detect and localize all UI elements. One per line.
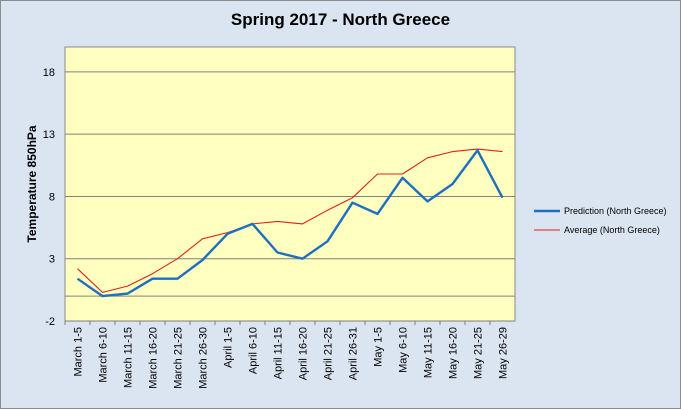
legend: Prediction (North Greece) Average (North … bbox=[534, 206, 667, 235]
x-tick-label: March 11-15 bbox=[123, 327, 135, 388]
x-tick-label: March 26-30 bbox=[198, 327, 210, 389]
x-tick-label: April 26-31 bbox=[348, 327, 360, 380]
series-lines bbox=[76, 148, 504, 298]
x-tick-label: April 21-25 bbox=[323, 327, 335, 380]
x-tick-label: April 16-20 bbox=[298, 327, 310, 380]
y-axis-ticks: -2 3 8 13 18 bbox=[43, 67, 55, 328]
x-tick-label: April 6-10 bbox=[248, 327, 260, 374]
x-tick-label: April 11-15 bbox=[273, 327, 285, 379]
x-tick-label: March 16-20 bbox=[148, 327, 160, 389]
x-tick-label: May 11-15 bbox=[423, 327, 435, 378]
x-tick-label: May 26-29 bbox=[498, 327, 510, 379]
x-tick-label: May 1-5 bbox=[373, 327, 385, 367]
series-line-average bbox=[77, 148, 503, 293]
x-tick-label: March 21-25 bbox=[173, 327, 185, 389]
x-tick-label: May 16-20 bbox=[448, 327, 460, 379]
x-tick-label: May 6-10 bbox=[398, 327, 410, 373]
legend-label: Average (North Greece) bbox=[564, 225, 660, 235]
x-axis-ticks: March 1-5 March 6-10 March 11-15 March 16-2… bbox=[64, 321, 510, 389]
chart-title: Spring 2017 - North Greece bbox=[230, 10, 451, 29]
plot-area bbox=[64, 46, 516, 322]
x-tick-label: April 1-5 bbox=[223, 327, 235, 368]
y-axis-label: Temperature 850hPa bbox=[25, 125, 39, 242]
x-tick-label: May 21-25 bbox=[473, 327, 485, 379]
x-tick-label: March 1-5 bbox=[73, 327, 85, 377]
y-tick-label: 13 bbox=[43, 129, 55, 141]
y-tick-label: 18 bbox=[43, 67, 55, 79]
y-tick-label: 8 bbox=[49, 191, 55, 203]
y-tick-label: -2 bbox=[45, 316, 55, 328]
legend-label: Prediction (North Greece) bbox=[564, 206, 667, 216]
series-line-prediction bbox=[76, 149, 504, 298]
y-tick-label: 3 bbox=[49, 254, 55, 266]
x-tick-label: March 6-10 bbox=[98, 327, 110, 383]
